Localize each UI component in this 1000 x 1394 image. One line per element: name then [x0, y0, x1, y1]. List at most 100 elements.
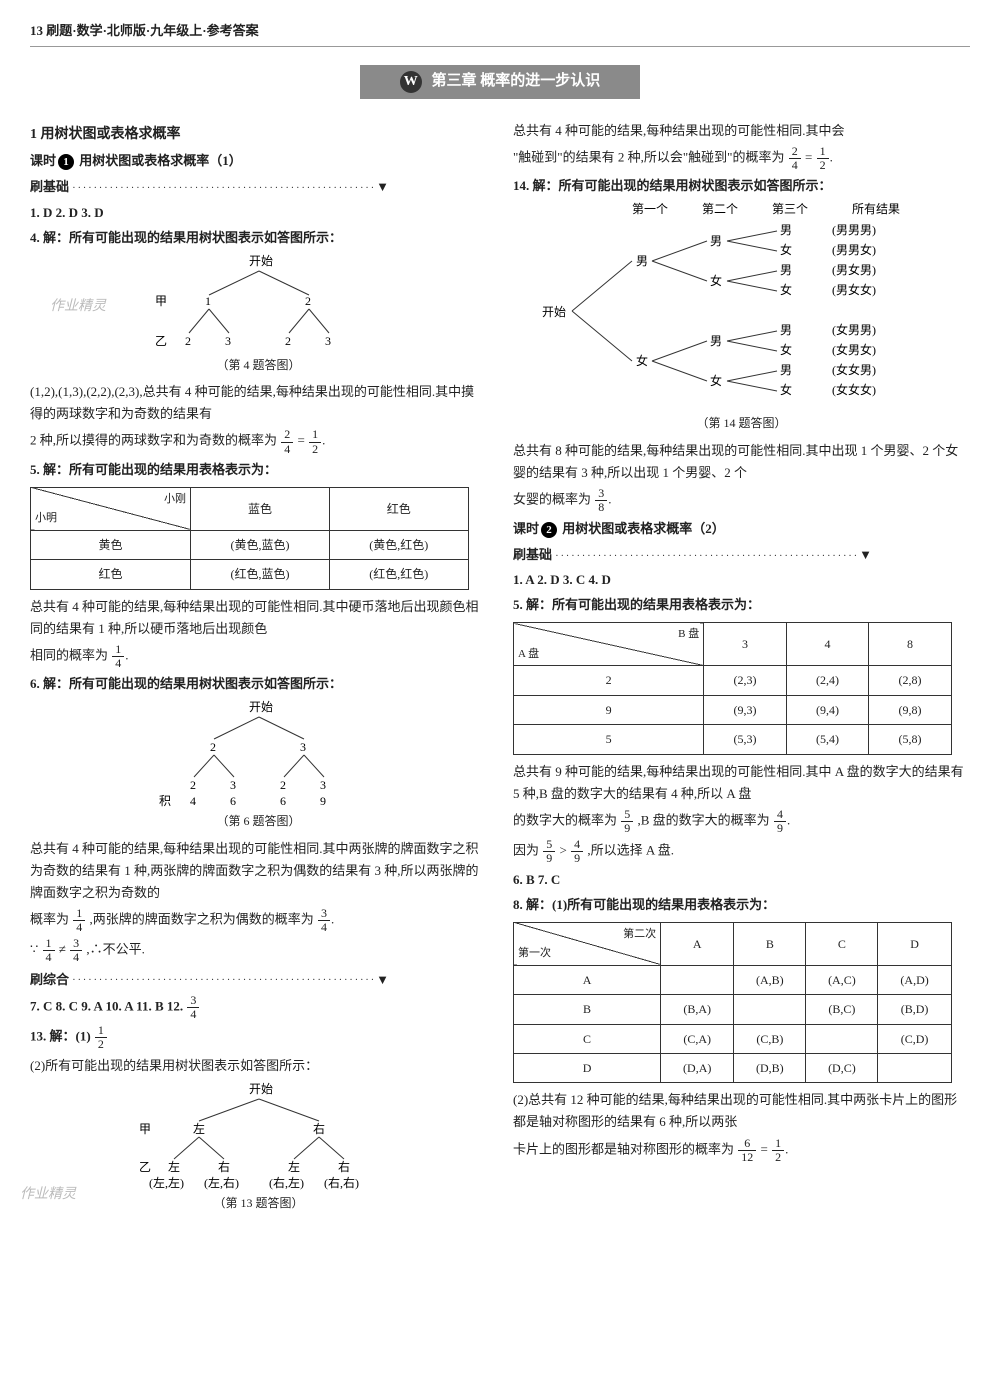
- q8-table: 第二次第一次 ABCD A(A,B)(A,C)(A,D) B(B,A)(B,C)…: [513, 922, 952, 1084]
- svg-text:(女男男): (女男男): [832, 322, 876, 337]
- q13-cont1: 总共有 4 种可能的结果,每种结果出现的可能性相同.其中会: [513, 120, 970, 142]
- svg-text:左: 左: [288, 1159, 300, 1174]
- watermark: 作业精灵: [50, 295, 106, 319]
- svg-text:男: 男: [780, 323, 792, 337]
- svg-text:3: 3: [320, 778, 326, 792]
- q5-stem: 5. 解：所有可能出现的结果用表格表示为：: [30, 459, 487, 481]
- svg-text:(女男女): (女男女): [832, 342, 876, 357]
- svg-text:开始: 开始: [249, 254, 273, 268]
- svg-text:开始: 开始: [249, 700, 273, 714]
- q5b-e3: 因为 59 > 49 ,所以选择 A 盘.: [513, 838, 970, 865]
- left-column: 1 用树状图或表格求概率 课时1 用树状图或表格求概率（1） 刷基础 ·····…: [30, 117, 487, 1219]
- q4-expl2: 2 种,所以摸得的两球数字和为奇数的概率为 24 = 12.: [30, 428, 487, 455]
- svg-text:(女女男): (女女男): [832, 362, 876, 377]
- svg-text:女: 女: [780, 282, 792, 297]
- q13-tree: 开始 甲 左右 乙 左右 左右 (左,左)(左,右) (右,左)(右,右): [109, 1081, 409, 1191]
- svg-text:男: 男: [710, 334, 722, 348]
- svg-text:4: 4: [190, 794, 196, 808]
- svg-text:6: 6: [280, 794, 286, 808]
- q4-stem: 4. 解：所有可能出现的结果用树状图表示如答图所示：: [30, 227, 487, 249]
- svg-text:第二个: 第二个: [702, 202, 738, 216]
- svg-text:男: 男: [710, 234, 722, 248]
- svg-text:开始: 开始: [542, 305, 566, 319]
- svg-text:右: 右: [313, 1121, 325, 1136]
- svg-text:男: 男: [636, 254, 648, 268]
- svg-text:2: 2: [280, 778, 286, 792]
- svg-text:右: 右: [218, 1159, 230, 1174]
- q6-expl1: 总共有 4 种可能的结果,每种结果出现的可能性相同.其中两张牌的牌面数字之积为奇…: [30, 838, 487, 904]
- mc-answers-2: 7. C 8. C 9. A 10. A 11. B 12. 34: [30, 994, 487, 1021]
- q13-caption: （第 13 题答图）: [30, 1193, 487, 1213]
- svg-text:3: 3: [325, 334, 331, 348]
- svg-text:女: 女: [780, 382, 792, 397]
- q14-e1: 总共有 8 种可能的结果,每种结果出现的可能性相同.其中出现 1 个男婴、2 个…: [513, 440, 970, 484]
- svg-text:1: 1: [205, 294, 211, 308]
- q13-1: 13. 解：(1) 12: [30, 1024, 487, 1051]
- q6-expl3: ∵ 14 ≠ 34 ,∴不公平.: [30, 937, 487, 964]
- page-header: 13 刷题·数学·北师版·九年级上·参考答案: [30, 20, 970, 47]
- svg-text:女: 女: [780, 242, 792, 257]
- q5-table: 小刚小明 蓝色红色 黄色(黄色,蓝色)(黄色,红色) 红色(红色,蓝色)(红色,…: [30, 487, 469, 590]
- svg-text:乙: 乙: [139, 1160, 151, 1174]
- svg-text:2: 2: [305, 294, 311, 308]
- svg-text:(男女男): (男女男): [832, 262, 876, 277]
- shua-jichu: 刷基础 ····································…: [30, 176, 487, 198]
- q13-cont2: "触碰到"的结果有 2 种,所以会"触碰到"的概率为 24 = 12.: [513, 145, 970, 172]
- mc-answers-1: 1. D 2. D 3. D: [30, 202, 487, 224]
- q6-expl2: 概率为 14 ,两张牌的牌面数字之积为偶数的概率为 34.: [30, 907, 487, 934]
- chapter-banner: W 第三章 概率的进一步认识: [30, 65, 970, 99]
- svg-text:3: 3: [225, 334, 231, 348]
- q4-tree: 开始 甲 1 2 乙 2 3 2 3: [129, 253, 389, 353]
- svg-text:甲: 甲: [155, 294, 167, 308]
- q14-stem: 14. 解：所有可能出现的结果用树状图表示如答图所示：: [513, 175, 970, 197]
- q5b-e2: 的数字大的概率为 59 ,B 盘的数字大的概率为 49.: [513, 808, 970, 835]
- q5b-e1: 总共有 9 种可能的结果,每种结果出现的可能性相同.其中 A 盘的数字大的结果有…: [513, 761, 970, 805]
- svg-text:右: 右: [338, 1159, 350, 1174]
- shua-jichu-2: 刷基础 ····································…: [513, 544, 970, 566]
- svg-text:女: 女: [710, 273, 722, 288]
- svg-text:开始: 开始: [249, 1082, 273, 1096]
- svg-text:左: 左: [168, 1159, 180, 1174]
- section-title: 1 用树状图或表格求概率: [30, 123, 487, 147]
- mc-answers-3: 1. A 2. D 3. C 4. D: [513, 569, 970, 591]
- q13-2: (2)所有可能出现的结果用树状图表示如答图所示：: [30, 1055, 487, 1077]
- q8-e2: 卡片上的图形都是轴对称图形的概率为 612 = 12.: [513, 1137, 970, 1164]
- q4-expl: (1,2),(1,3),(2,2),(2,3),总共有 4 种可能的结果,每种结…: [30, 381, 487, 425]
- svg-text:2: 2: [210, 740, 216, 754]
- svg-text:女: 女: [636, 353, 648, 368]
- q8-e1: (2)总共有 12 种可能的结果,每种结果出现的可能性相同.其中两张卡片上的图形…: [513, 1089, 970, 1133]
- svg-text:(女女女): (女女女): [832, 382, 876, 397]
- svg-text:2: 2: [190, 778, 196, 792]
- svg-text:(男女女): (男女女): [832, 282, 876, 297]
- svg-text:第一个: 第一个: [632, 202, 668, 216]
- chapter-icon: W: [400, 71, 422, 93]
- svg-text:(男男男): (男男男): [832, 223, 876, 237]
- q14-e2: 女婴的概率为 38.: [513, 487, 970, 514]
- q14-tree: 第一个 第二个 第三个 所有结果 开始 男 女 男女 男女 男女 男女 男女 男…: [532, 201, 952, 411]
- mc-answers-4: 6. B 7. C: [513, 869, 970, 891]
- svg-text:女: 女: [780, 342, 792, 357]
- svg-text:6: 6: [230, 794, 236, 808]
- svg-text:甲: 甲: [139, 1122, 151, 1136]
- right-column: 总共有 4 种可能的结果,每种结果出现的可能性相同.其中会 "触碰到"的结果有 …: [513, 117, 970, 1219]
- svg-text:3: 3: [300, 740, 306, 754]
- svg-text:2: 2: [185, 334, 191, 348]
- q4-caption: （第 4 题答图）: [30, 355, 487, 375]
- svg-text:男: 男: [780, 363, 792, 377]
- lesson-1: 课时1 用树状图或表格求概率（1）: [30, 150, 487, 172]
- svg-text:乙: 乙: [155, 334, 167, 348]
- svg-text:(左,右): (左,右): [204, 1175, 239, 1190]
- q14-caption: （第 14 题答图）: [513, 413, 970, 433]
- svg-text:第三个: 第三个: [772, 202, 808, 216]
- svg-text:积: 积: [159, 794, 171, 808]
- svg-text:(男男女): (男男女): [832, 242, 876, 257]
- svg-text:2: 2: [285, 334, 291, 348]
- svg-text:男: 男: [780, 223, 792, 237]
- svg-text:左: 左: [193, 1121, 205, 1136]
- q5-expl2: 相同的概率为 14.: [30, 643, 487, 670]
- svg-text:所有结果: 所有结果: [852, 202, 900, 216]
- svg-text:(右,左): (右,左): [269, 1175, 304, 1190]
- q6-stem: 6. 解：所有可能出现的结果用树状图表示如答图所示：: [30, 673, 487, 695]
- q8-stem: 8. 解：(1)所有可能出现的结果用表格表示为：: [513, 894, 970, 916]
- svg-text:男: 男: [780, 263, 792, 277]
